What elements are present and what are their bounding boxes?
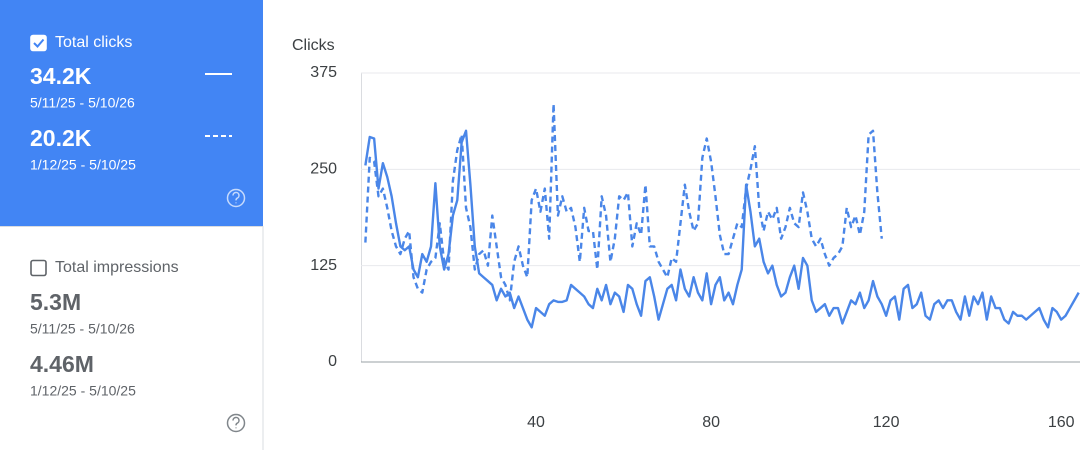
card-label: Total impressions [55,259,179,276]
series-line [364,102,883,302]
x-tick-label: 160 [1048,414,1075,431]
metric-range: 5/11/25 - 5/10/26 [30,321,135,337]
metric-value: 34.2K [30,63,92,89]
y-tick-label: 250 [310,161,337,178]
metric-range: 1/12/25 - 5/10/25 [30,383,136,399]
metric-value: 4.46M [30,351,94,377]
checkbox[interactable] [30,34,47,52]
y-tick-label: 0 [328,353,337,370]
card-label: Total clicks [55,34,132,51]
metric-range: 1/12/25 - 5/10/25 [30,157,136,173]
help-icon-mark [232,191,240,204]
y-axis-label: Clicks [292,37,335,54]
help-icon-mark [232,416,240,429]
metric-value: 5.3M [30,289,81,315]
x-tick-label: 40 [527,414,545,431]
y-tick-label: 375 [310,64,337,81]
metric-range: 5/11/25 - 5/10/26 [30,95,135,111]
series-line [364,129,1080,329]
help-icon[interactable] [226,188,246,208]
x-tick-label: 120 [873,414,900,431]
x-tick-label: 80 [702,414,720,431]
checkbox[interactable] [30,259,47,277]
help-icon[interactable] [226,413,246,433]
y-tick-label: 125 [310,257,337,274]
checkmark [33,38,45,48]
impressions-card[interactable] [0,226,263,450]
metric-value: 20.2K [30,125,92,151]
